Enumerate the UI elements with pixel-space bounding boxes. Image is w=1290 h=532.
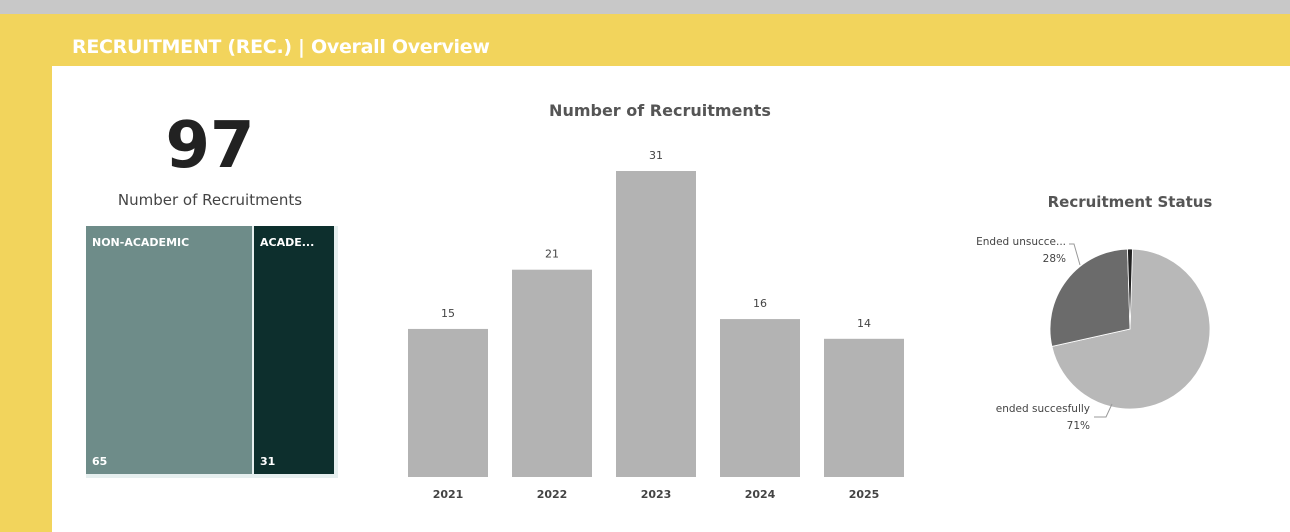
treemap-cell-value: 31	[260, 455, 276, 468]
x-tick-label: 2022	[537, 488, 568, 501]
bar-value-label: 16	[753, 297, 767, 310]
page-title: RECRUITMENT (REC.) | Overall Overview	[72, 36, 490, 58]
treemap-cell-value: 65	[92, 455, 108, 468]
pie-label-percent: 71%	[1067, 420, 1090, 432]
bar-2022[interactable]	[512, 269, 592, 477]
left-accent-bar	[0, 66, 52, 532]
pie-slice-ended-succesfully[interactable]	[1051, 248, 1211, 410]
bar-2021[interactable]	[408, 328, 488, 477]
header-band	[0, 14, 1290, 66]
bar-value-label: 21	[545, 248, 559, 261]
pie-slice-ended-unsucce[interactable]	[1049, 248, 1131, 347]
bar-chart-title: Number of Recruitments	[549, 101, 771, 120]
kpi-value: 97	[165, 109, 255, 183]
pie-label-name: ended succesfully	[996, 403, 1090, 415]
bar-2025[interactable]	[824, 338, 904, 477]
x-tick-label: 2024	[745, 488, 776, 501]
treemap-cell-label: ACADE...	[260, 236, 315, 249]
pie-leader-line	[1094, 403, 1113, 418]
treemap-cell-academic[interactable]: ACADE... 31	[254, 226, 334, 474]
bar-value-label: 14	[857, 317, 871, 330]
treemap-cell-label: NON-ACADEMIC	[92, 236, 190, 249]
x-tick-label: 2021	[433, 488, 464, 501]
treemap-cell-non-academic[interactable]: NON-ACADEMIC 65	[86, 226, 252, 474]
bar-value-label: 31	[649, 149, 663, 162]
pie-chart-title: Recruitment Status	[1047, 193, 1213, 211]
top-gray-bar	[0, 0, 1290, 14]
pie-chart: Ended unsucce... 28% ended succesfully 71%	[976, 236, 1211, 432]
category-treemap[interactable]: NON-ACADEMIC 65 ACADE... 31	[86, 226, 338, 478]
bar-value-label: 15	[441, 307, 455, 320]
pie-slice-other[interactable]	[1127, 248, 1133, 330]
x-tick-label: 2023	[641, 488, 672, 501]
pie-label-percent: 28%	[1043, 253, 1066, 265]
pie-label-name: Ended unsucce...	[976, 236, 1066, 248]
kpi-label: Number of Recruitments	[117, 191, 303, 209]
x-tick-label: 2025	[849, 488, 880, 501]
bar-2023[interactable]	[616, 171, 696, 477]
bar-chart: 15 2021 21 2022 31 2023 16 2024 14 2025	[408, 149, 904, 501]
pie-leader-line	[1069, 243, 1081, 266]
bar-2024[interactable]	[720, 319, 800, 477]
